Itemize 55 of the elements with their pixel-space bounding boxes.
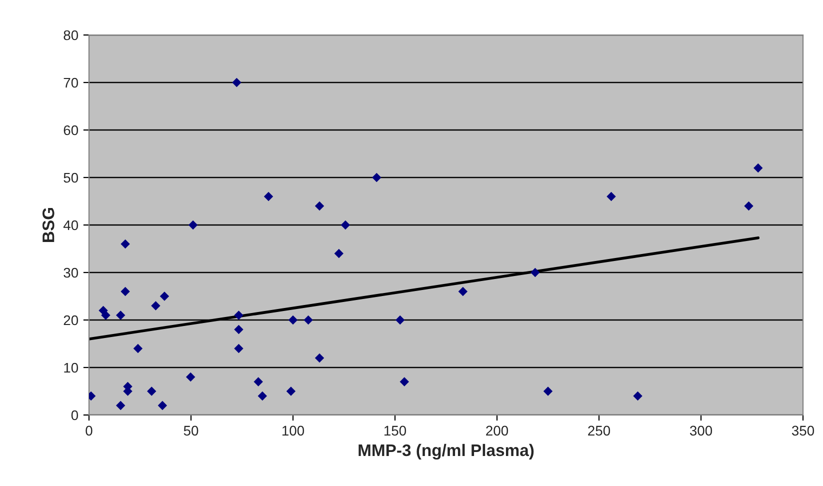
y-tick-label: 40 [63, 220, 78, 230]
point [633, 391, 642, 401]
point [147, 386, 156, 396]
point [258, 391, 268, 401]
point [186, 372, 196, 382]
y-tick-label: 80 [64, 30, 78, 40]
point [543, 386, 553, 396]
x-tick-label: 50 [184, 426, 198, 436]
y-tick-label: 60 [64, 125, 78, 136]
point [314, 353, 324, 363]
point [395, 315, 405, 325]
x-tick-label: 100 [282, 426, 304, 436]
point [754, 163, 763, 173]
y-tick-label: 30 [64, 268, 78, 278]
point [116, 400, 126, 410]
point [120, 286, 130, 296]
y-axis-title: BSG [42, 208, 54, 242]
point [116, 310, 126, 320]
point [234, 324, 244, 334]
x-axis-title: MMP-3 (ng/ml Plasma) [358, 444, 534, 460]
point [744, 201, 754, 211]
point [158, 400, 168, 410]
point [101, 310, 110, 320]
x-tick-label: 200 [486, 426, 508, 436]
point [234, 344, 244, 354]
point [304, 315, 313, 325]
point [606, 192, 616, 202]
x-tick-label: 150 [384, 426, 406, 436]
point [334, 248, 344, 258]
point [234, 310, 244, 320]
point [286, 386, 296, 396]
y-tick-label: 50 [64, 172, 78, 183]
point [530, 268, 540, 278]
y-tick-label: 0 [71, 410, 78, 420]
point [372, 172, 382, 182]
y-tick-label: 20 [64, 315, 78, 326]
x-tick-label: 0 [86, 426, 92, 436]
point [264, 192, 274, 202]
x-tick-label: 250 [588, 426, 610, 436]
y-tick-label: 70 [64, 78, 78, 88]
point [340, 220, 350, 230]
x-tick-label: 350 [792, 426, 814, 436]
point [151, 301, 160, 310]
point [232, 78, 242, 88]
y-tick-label: 10 [64, 362, 78, 373]
point [458, 286, 468, 296]
point [254, 377, 263, 386]
point [188, 220, 198, 230]
x-tick-label: 300 [690, 426, 712, 436]
point [400, 377, 409, 386]
point [314, 201, 324, 211]
point [120, 239, 130, 249]
point [133, 344, 143, 354]
point [160, 292, 170, 301]
point [288, 315, 298, 325]
